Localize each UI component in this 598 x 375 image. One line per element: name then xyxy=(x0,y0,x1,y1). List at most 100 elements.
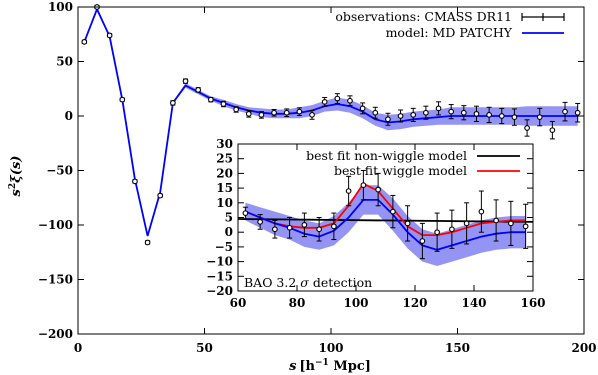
main-x-tick-label: 50 xyxy=(196,341,213,355)
inset-x-tick-label: 60 xyxy=(230,296,247,310)
main-legend: observations: CMASS DR11 model: MD PATCH… xyxy=(335,9,565,40)
legend-label-observations: observations: CMASS DR11 xyxy=(335,9,512,24)
main-data-point xyxy=(182,78,189,84)
main-data-point xyxy=(271,109,277,116)
inset-data-point xyxy=(345,188,352,194)
inset-data-point xyxy=(242,210,249,216)
main-data-point xyxy=(106,32,113,39)
inset-x-tick-label: 160 xyxy=(520,296,545,310)
main-y-tick-label: 50 xyxy=(56,55,73,69)
main-y-tick-label: 100 xyxy=(48,0,73,14)
inset-data-point xyxy=(434,229,440,236)
main-model-line xyxy=(83,6,578,237)
main-data-point xyxy=(397,113,404,119)
main-data-point xyxy=(385,116,391,123)
legend-swatch-observations xyxy=(521,13,565,21)
main-x-tick-label: 200 xyxy=(571,341,596,355)
inset-data-point xyxy=(286,224,293,231)
main-data-point xyxy=(207,96,214,103)
inset-x-tick-label: 80 xyxy=(289,296,306,310)
main-data-point xyxy=(536,114,543,120)
main-data-point xyxy=(334,95,341,102)
non-wiggle-curve xyxy=(237,218,534,223)
main-y-tick-label: −100 xyxy=(38,218,73,232)
main-x-ticks: 0 50 100 150 200 xyxy=(74,7,597,355)
main-data-point xyxy=(170,100,176,106)
inset-y-tick-label: −20 xyxy=(206,284,233,298)
inset-data-point xyxy=(316,226,322,233)
main-y-tick-label: −200 xyxy=(38,327,73,341)
inset-plot: 60 80 100 120 140 160 302520151050−5−10−15−20… xyxy=(206,137,545,310)
inset-model-band xyxy=(245,185,526,266)
inset-non-wiggle-line xyxy=(237,218,534,223)
main-data-point xyxy=(283,109,290,116)
bao-detection-annotation: BAO 3.2 σ detection xyxy=(244,275,372,290)
inset-y-tick-label: 15 xyxy=(216,181,233,195)
main-data-point xyxy=(423,109,429,116)
inset-data-point xyxy=(478,208,485,215)
inset-y-tick-label: 30 xyxy=(216,137,233,151)
legend-label-model: model: MD PATCHY xyxy=(386,25,513,40)
main-data-point xyxy=(157,192,164,199)
main-x-tick-label: 0 xyxy=(74,341,82,355)
main-y-tick-label: 0 xyxy=(65,109,73,123)
inset-data-point xyxy=(375,186,381,193)
main-x-tick-label: 100 xyxy=(318,341,343,355)
legend-label-non-wiggle: best fit non-wiggle model xyxy=(306,148,467,163)
inset-x-tick-label: 140 xyxy=(461,296,486,310)
inset-data-point xyxy=(301,222,308,228)
inset-data-point xyxy=(390,208,396,215)
main-observation-points xyxy=(81,4,581,246)
main-data-point xyxy=(309,112,315,118)
main-data-point xyxy=(372,109,379,116)
main-data-point xyxy=(347,97,353,104)
inset-y-tick-label: 25 xyxy=(216,152,233,166)
inset-y-tick-label: 10 xyxy=(216,196,233,210)
inset-data-point xyxy=(419,238,426,244)
main-band-area xyxy=(84,8,578,237)
main-data-point xyxy=(359,105,366,112)
inset-x-tick-label: 120 xyxy=(402,296,427,310)
main-data-point xyxy=(258,112,265,118)
inset-data-point xyxy=(463,220,470,227)
inset-data-point xyxy=(404,220,411,227)
main-data-point xyxy=(81,39,88,45)
inset-x-ticks: 60 80 100 120 140 160 xyxy=(230,144,546,310)
main-data-point xyxy=(144,239,151,246)
main-data-point xyxy=(498,113,505,119)
main-data-point xyxy=(132,178,138,185)
inset-data-point xyxy=(508,220,514,227)
main-data-point xyxy=(220,101,227,107)
main-data-point xyxy=(233,106,239,113)
inset-observation-points xyxy=(242,169,529,260)
main-data-point xyxy=(511,114,518,120)
legend-label-wiggle: best fit wiggle model xyxy=(334,163,467,178)
inset-x-tick-label: 100 xyxy=(343,296,368,310)
inset-band-area xyxy=(245,185,526,266)
main-data-point xyxy=(486,112,492,118)
main-model-band xyxy=(84,8,578,237)
inset-data-point xyxy=(522,223,529,230)
inset-data-point xyxy=(360,182,367,189)
main-data-point xyxy=(119,96,126,103)
inset-y-tick-label: −10 xyxy=(206,255,233,269)
main-data-point xyxy=(460,109,467,116)
inset-y-tick-label: 0 xyxy=(225,225,233,239)
main-y-tick-label: −150 xyxy=(38,273,73,287)
main-data-point xyxy=(574,109,581,116)
main-data-point xyxy=(195,86,202,93)
inset-data-point xyxy=(331,223,337,230)
inset-legend: best fit non-wiggle model best fit wiggl… xyxy=(306,148,520,178)
main-data-point xyxy=(448,108,455,115)
main-data-point xyxy=(410,112,417,118)
inset-y-tick-label: 5 xyxy=(225,211,233,225)
main-model-curve xyxy=(83,6,578,237)
inset-y-tick-label: −5 xyxy=(215,240,233,254)
main-data-point xyxy=(524,125,530,131)
inset-data-point xyxy=(449,226,455,233)
main-data-point xyxy=(435,105,442,112)
